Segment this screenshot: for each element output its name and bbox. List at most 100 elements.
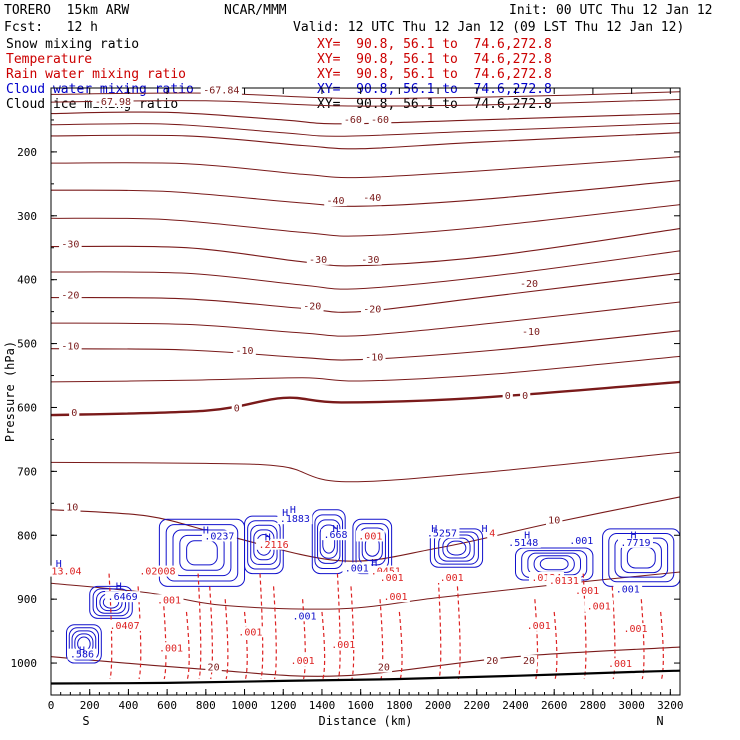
rain-label-bg [48,565,84,577]
rain-contour [321,611,326,680]
cloud-water-label: .1883 [280,514,310,525]
isotherm-label: 0 [234,404,240,415]
center-label: NCAR/MMM [224,3,287,18]
cloud-water-label-bg [566,534,596,546]
rain-label-bg [136,565,179,577]
high-marker: H [116,582,122,593]
cloud-water-contour [65,624,102,664]
rain-contour [162,599,167,680]
x-tick-label: 1400 [309,699,336,712]
rain-label-bg [487,527,498,539]
south-end-label: S [82,714,89,728]
rain-contour [398,611,403,680]
isotherm-label-bg [520,389,531,401]
isotherm-label: -67.84 [203,85,239,96]
x-tick-label: 2800 [580,699,607,712]
isotherm-label-bg [64,501,81,513]
isotherm-line [51,646,680,677]
cloud-water-contour [446,540,467,556]
cloud-water-label-bg [290,610,319,622]
rain-label-bg [107,619,143,631]
rain-label: .001 [575,586,599,597]
isotherm-label-bg [520,655,538,667]
rain-contour [243,611,248,680]
cloud-water-label: .586 [70,650,94,661]
isotherm-label-bg [359,253,382,265]
isotherm-label-bg [59,238,82,250]
rain-label: 4 [489,528,495,539]
rain-label-bg [256,538,292,550]
cloud-water-label-bg [201,530,237,542]
y-tick-label: 400 [17,274,37,287]
isotherm-label: -20 [520,279,538,290]
field-xy-range: XY= 90.8, 56.1 to 74.6,272.8 [317,82,552,97]
y-tick-label: 1000 [11,657,38,670]
rain-label: .0131 [549,576,579,587]
rain-label-bg [377,571,407,583]
isotherm-label-bg [233,345,256,357]
cloud-water-label: .001 [292,611,316,622]
high-marker: H [631,530,637,541]
rain-label-bg [355,530,385,542]
high-marker: H [482,524,488,535]
cloud-water-label-bg [424,527,460,539]
rain-label-bg [288,655,317,667]
field-name: Rain water mixing ratio [6,67,187,82]
cloud-water-label-bg [342,562,372,574]
isotherm-label: -10 [236,346,254,357]
rain-contour [185,611,190,680]
cloud-water-contour [358,527,386,566]
isotherm-label-bg [92,95,134,107]
rain-contour [660,611,664,680]
rain-label-bg [572,584,602,596]
cloud-water-label: .001 [345,563,369,574]
isotherm-label-bg [368,113,392,125]
rain-label: .001 [440,573,464,584]
x-tick-label: 2200 [464,699,491,712]
cloud-water-label: .668 [323,530,347,541]
rain-label: .001 [587,602,611,613]
model-title: TORERO 15km ARW [4,3,130,18]
isotherm-label-bg [517,278,541,290]
isotherm-label-bg [484,655,501,667]
rain-label-bg [546,575,582,587]
x-tick-label: 0 [48,699,55,712]
high-marker: H [332,524,338,535]
cloud-water-label-bg [505,536,541,548]
cloud-water-contour [608,532,675,583]
isotherm-label-bg [324,195,347,207]
field-name: Snow mixing ratio [6,37,140,52]
isotherm-label: -60 [344,115,362,126]
rain-label-bg [605,658,635,670]
rain-contour [259,573,264,680]
isotherm-label-bg [546,514,563,526]
plot-frame [50,87,681,696]
isotherm-label-bg [231,402,242,414]
cloud-water-label: .001 [569,536,593,547]
isotherm-label: -20 [61,291,79,302]
cloud-water-label: .6469 [108,592,138,603]
rain-contour [379,599,384,680]
rain-label: .001 [331,640,355,651]
isotherm-label-bg [59,340,82,352]
isotherm-line [51,380,680,417]
isotherm-label-bg [300,300,324,312]
isotherm-line [51,122,680,137]
field-xy-range: XY= 90.8, 56.1 to 74.6,272.8 [317,52,552,67]
isotherm-label: 20 [486,656,498,667]
isotherm-label: 0 [522,391,528,402]
rain-label: .02008 [139,567,175,578]
cloud-water-contour [311,509,346,575]
rain-label: .001 [608,659,632,670]
x-tick-label: 2400 [502,699,529,712]
rain-contour [197,573,202,680]
x-tick-label: 400 [118,699,138,712]
isotherm-label: 20 [523,656,535,667]
isotherm-label: 0 [71,408,77,419]
isotherm-line [51,99,680,107]
rain-contour [302,599,306,680]
isotherm-label: -20 [363,305,381,316]
rain-contour [437,573,442,680]
x-tick-label: 3200 [657,699,684,712]
